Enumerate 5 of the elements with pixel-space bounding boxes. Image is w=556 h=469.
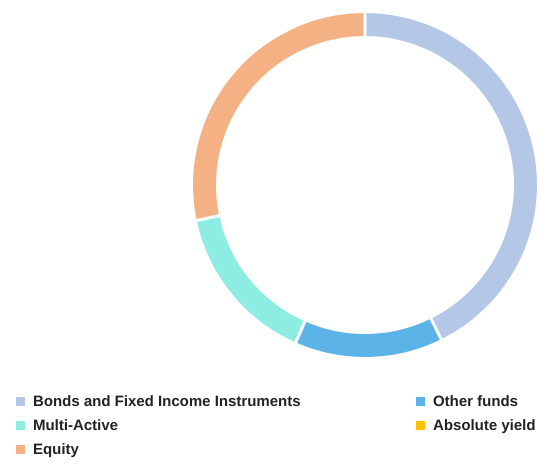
legend-label: Other funds xyxy=(433,393,518,410)
legend-label: Bonds and Fixed Income Instruments xyxy=(33,393,301,410)
legend-label: Multi-Active xyxy=(33,417,118,434)
legend-label: Absolute yield xyxy=(433,417,536,434)
legend-label: Equity xyxy=(33,441,79,458)
